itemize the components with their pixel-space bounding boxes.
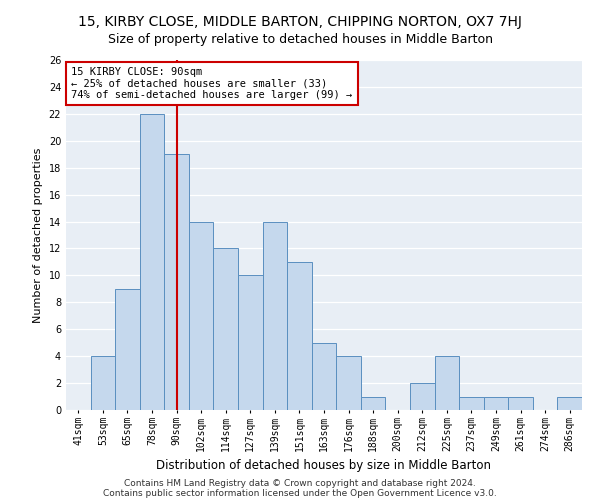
Bar: [91, 356, 115, 410]
Text: 15 KIRBY CLOSE: 90sqm
← 25% of detached houses are smaller (33)
74% of semi-deta: 15 KIRBY CLOSE: 90sqm ← 25% of detached …: [71, 67, 352, 100]
Bar: [115, 289, 140, 410]
Bar: [410, 383, 434, 410]
Bar: [557, 396, 582, 410]
X-axis label: Distribution of detached houses by size in Middle Barton: Distribution of detached houses by size …: [157, 459, 491, 472]
Bar: [361, 396, 385, 410]
Y-axis label: Number of detached properties: Number of detached properties: [33, 148, 43, 322]
Bar: [140, 114, 164, 410]
Bar: [287, 262, 312, 410]
Bar: [214, 248, 238, 410]
Bar: [238, 276, 263, 410]
Bar: [263, 222, 287, 410]
Text: Contains public sector information licensed under the Open Government Licence v3: Contains public sector information licen…: [103, 488, 497, 498]
Bar: [459, 396, 484, 410]
Text: Size of property relative to detached houses in Middle Barton: Size of property relative to detached ho…: [107, 32, 493, 46]
Bar: [508, 396, 533, 410]
Bar: [164, 154, 189, 410]
Text: 15, KIRBY CLOSE, MIDDLE BARTON, CHIPPING NORTON, OX7 7HJ: 15, KIRBY CLOSE, MIDDLE BARTON, CHIPPING…: [78, 15, 522, 29]
Bar: [312, 342, 336, 410]
Bar: [434, 356, 459, 410]
Bar: [336, 356, 361, 410]
Bar: [484, 396, 508, 410]
Text: Contains HM Land Registry data © Crown copyright and database right 2024.: Contains HM Land Registry data © Crown c…: [124, 478, 476, 488]
Bar: [189, 222, 214, 410]
